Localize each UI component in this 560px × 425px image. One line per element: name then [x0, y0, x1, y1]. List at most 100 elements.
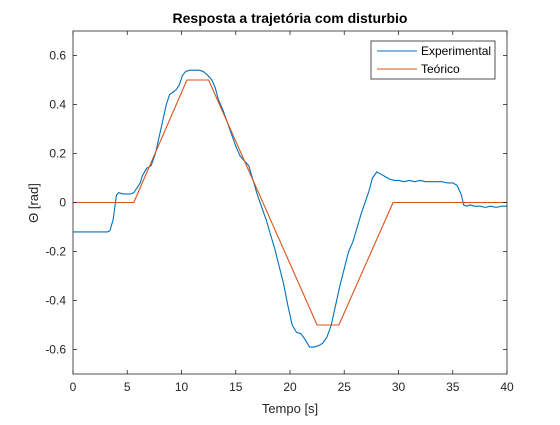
- data-point-experimental: [436, 181, 437, 182]
- data-point-experimental: [441, 181, 442, 182]
- data-point-teorico: [317, 325, 318, 326]
- data-point-teorico: [338, 325, 339, 326]
- data-point-experimental: [309, 347, 310, 348]
- data-point-experimental: [376, 171, 377, 172]
- data-point-experimental: [420, 180, 421, 181]
- legend-box: [370, 40, 496, 80]
- data-point-experimental: [190, 70, 191, 71]
- data-point-experimental: [457, 185, 458, 186]
- data-point-experimental: [479, 206, 480, 207]
- data-point-experimental: [339, 285, 340, 286]
- data-point-experimental: [313, 347, 314, 348]
- data-point-experimental: [365, 200, 366, 201]
- series-layer: [73, 69, 507, 348]
- data-point-experimental: [463, 204, 464, 205]
- y-tick-label: -0.2: [45, 245, 66, 259]
- data-point-experimental: [296, 332, 297, 333]
- y-ticks: -0.6 -0.4 -0.2 0 0.2 0.4 0.6: [45, 49, 507, 357]
- data-point-teorico: [186, 80, 187, 81]
- data-point-experimental: [176, 89, 177, 90]
- data-point-experimental: [414, 181, 415, 182]
- data-point-experimental: [385, 176, 386, 177]
- y-tick-label: 0.6: [49, 49, 66, 63]
- x-tick-label: 0: [70, 380, 77, 394]
- data-point-experimental: [182, 75, 183, 76]
- data-point-experimental: [211, 80, 212, 81]
- y-tick-label: -0.6: [45, 343, 66, 357]
- data-point-experimental: [142, 175, 143, 176]
- data-point-experimental: [266, 219, 267, 220]
- data-point-experimental: [470, 204, 471, 205]
- data-point-experimental: [140, 182, 141, 183]
- data-point-experimental: [166, 104, 167, 105]
- data-point-experimental: [118, 192, 119, 193]
- data-point-experimental: [348, 251, 349, 252]
- data-point-experimental: [381, 174, 382, 175]
- data-point-experimental: [403, 181, 404, 182]
- data-point-experimental: [490, 206, 491, 207]
- data-point-experimental: [270, 234, 271, 235]
- data-point-experimental: [485, 207, 486, 208]
- x-tick-label: 20: [283, 380, 297, 394]
- data-point-experimental: [431, 181, 432, 182]
- data-point-experimental: [159, 133, 160, 134]
- data-point-experimental: [127, 193, 128, 194]
- data-point-experimental: [361, 212, 362, 213]
- data-point-experimental: [179, 84, 180, 85]
- data-point-experimental: [107, 231, 108, 232]
- data-point-experimental: [326, 337, 327, 338]
- data-point-experimental: [452, 182, 453, 183]
- data-point-experimental: [425, 181, 426, 182]
- data-point-experimental: [198, 70, 199, 71]
- legend: Experimental Teórico: [370, 40, 496, 80]
- data-point-experimental: [240, 155, 241, 156]
- data-point-experimental: [287, 305, 288, 306]
- data-point-experimental: [133, 192, 134, 193]
- data-point-experimental: [257, 195, 258, 196]
- x-tick-label: 35: [446, 380, 460, 394]
- data-point-experimental: [447, 182, 448, 183]
- data-point-experimental: [496, 207, 497, 208]
- data-point-experimental: [300, 333, 301, 334]
- data-point-experimental: [292, 325, 293, 326]
- data-point-experimental: [344, 268, 345, 269]
- data-point-experimental: [122, 193, 123, 194]
- legend-label-teorico: Teórico: [421, 62, 460, 76]
- x-ticks: 0 5 10 15 20 25 30 35 40: [70, 31, 514, 394]
- data-point-experimental: [113, 219, 114, 220]
- data-point-experimental: [169, 94, 170, 95]
- series-line-teorico: [73, 79, 507, 326]
- data-point-experimental: [318, 345, 319, 346]
- data-point-experimental: [372, 178, 373, 179]
- data-point-experimental: [116, 195, 117, 196]
- y-tick-label: 0: [59, 196, 66, 210]
- data-point-experimental: [352, 241, 353, 242]
- data-point-experimental: [194, 70, 195, 71]
- data-point-experimental: [109, 230, 110, 231]
- data-point-experimental: [172, 92, 173, 93]
- data-point-experimental: [305, 339, 306, 340]
- data-point-experimental: [357, 227, 358, 228]
- data-point-experimental: [235, 146, 236, 147]
- data-point-experimental: [274, 249, 275, 250]
- x-tick-label: 30: [392, 380, 406, 394]
- data-point-experimental: [146, 168, 147, 169]
- data-point-experimental: [394, 180, 395, 181]
- data-point-experimental: [215, 87, 216, 88]
- data-point-experimental: [279, 266, 280, 267]
- y-tick-label: 0.2: [49, 147, 66, 161]
- data-point-teorico: [133, 202, 134, 203]
- data-point-experimental: [130, 193, 131, 194]
- data-point-experimental: [164, 114, 165, 115]
- data-point-experimental: [203, 71, 204, 72]
- data-point-experimental: [207, 75, 208, 76]
- x-tick-label: 10: [175, 380, 189, 394]
- x-tick-label: 40: [500, 380, 514, 394]
- data-point-teorico: [208, 80, 209, 81]
- data-point-experimental: [461, 195, 462, 196]
- data-point-experimental: [248, 165, 249, 166]
- data-point-experimental: [185, 71, 186, 72]
- y-tick-label: -0.4: [45, 294, 66, 308]
- x-tick-label: 15: [229, 380, 243, 394]
